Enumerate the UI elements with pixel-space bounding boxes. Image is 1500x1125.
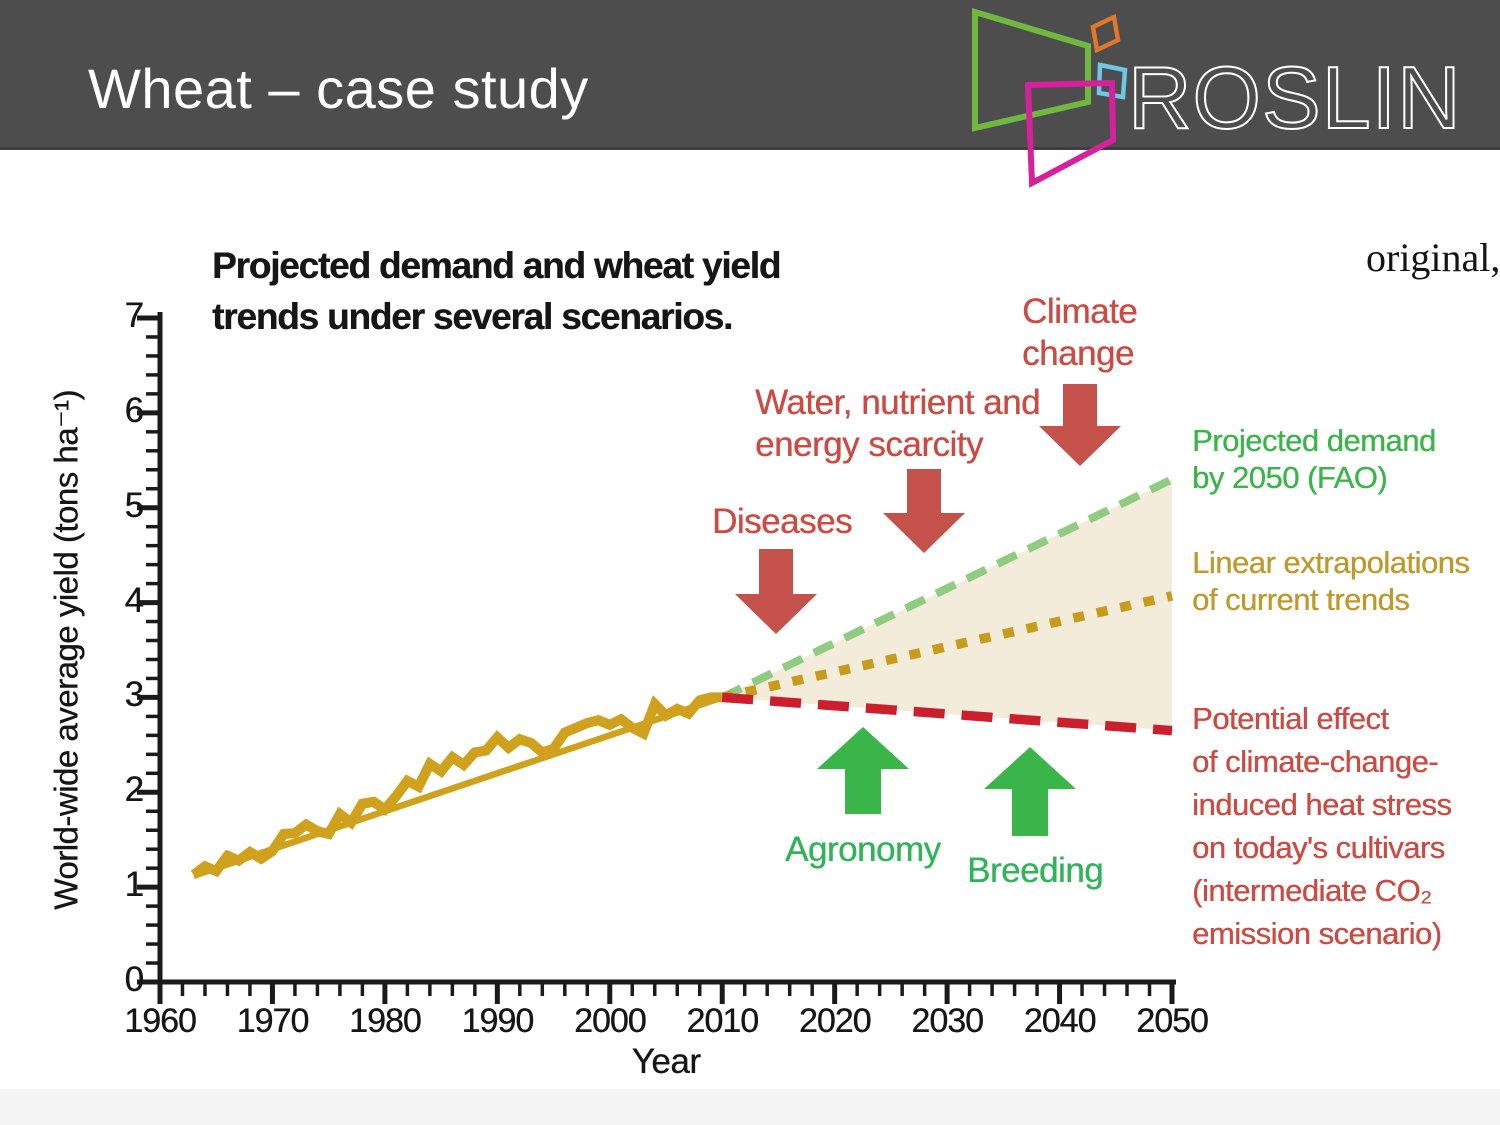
text-line: of current trends: [1192, 582, 1410, 617]
text-line: Agronomy: [785, 830, 941, 869]
roslin-logo: ROSLIN: [972, 7, 1462, 188]
text-line: Diseases: [712, 502, 852, 541]
text-line: Climate: [1022, 292, 1138, 331]
chart-title-line2: trends under several scenarios.: [212, 296, 733, 337]
series-projected-demand: [720, 475, 1174, 701]
y-tick-label: 6: [124, 390, 144, 430]
text-line: induced heat stress: [1192, 787, 1452, 822]
annotation-water-energy: Water, nutrient and energy scarcity: [755, 382, 1040, 466]
x-tick-label: 1970: [236, 1002, 310, 1040]
series-heat-stress: [721, 692, 1173, 736]
text-line: Projected demand: [1192, 423, 1436, 458]
annotation-diseases: Diseases: [712, 501, 852, 543]
x-axis-title: Year: [631, 1042, 701, 1081]
x-tick-label: 1990: [461, 1002, 535, 1040]
text-line: Linear extrapolations: [1192, 545, 1470, 580]
legend-linear-extrapolation: Linear extrapolations of current trends: [1192, 544, 1470, 618]
x-tick-label: 2020: [798, 1002, 872, 1040]
source-watermark: original,: [1366, 235, 1500, 280]
text-line: (intermediate CO₂: [1192, 873, 1432, 908]
text-line: energy scarcity: [755, 425, 983, 464]
text-line: emission scenario): [1192, 916, 1442, 951]
x-tick-label: 1980: [349, 1002, 422, 1040]
diseases-down-arrow: [735, 549, 817, 634]
text-line: Water, nutrient and: [755, 383, 1040, 422]
y-tick-label: 3: [124, 675, 144, 715]
logo-frame-green-icon: [972, 7, 1091, 132]
x-tick-label: 2040: [1023, 1002, 1097, 1040]
annotation-breeding: Breeding: [967, 850, 1104, 892]
text-line: Potential effect: [1192, 701, 1389, 736]
x-tick-label: 2050: [1136, 1002, 1209, 1040]
legend-heat-stress: Potential effect of climate-change-induce…: [1192, 697, 1452, 955]
header-bar: Wheat – case study: [0, 0, 1500, 150]
text-line: Breeding: [967, 851, 1104, 890]
chart-title-line1: Projected demand and wheat yield: [212, 245, 781, 286]
y-tick-label: 0: [124, 960, 144, 999]
y-tick-label: 4: [124, 580, 144, 620]
y-tick-label: 5: [124, 485, 144, 525]
projection-shaded-region: [722, 479, 1172, 731]
annotation-agronomy: Agronomy: [785, 829, 941, 871]
climate-down-arrow: [1039, 384, 1121, 466]
text-line: of climate-change-: [1192, 744, 1439, 779]
breeding-up-arrow: [984, 747, 1076, 836]
chart-title: Projected demand and wheat yield trends …: [212, 240, 781, 342]
y-axis-title: World-wide average yield (tons ha⁻¹): [47, 390, 85, 910]
legend-projected-demand: Projected demand by 2050 (FAO): [1192, 422, 1436, 496]
text-line: change: [1022, 334, 1134, 373]
text-line: on today's cultivars: [1192, 830, 1445, 865]
series-linear-extrapolation: [721, 591, 1174, 703]
water-down-arrow: [883, 469, 965, 553]
x-tick-label: 1960: [124, 1002, 197, 1040]
y-tick-label: 7: [124, 296, 144, 335]
logo-frame-orange-icon: [1090, 13, 1121, 54]
x-tick-label: 2030: [911, 1002, 984, 1040]
y-tick-label: 1: [124, 865, 144, 905]
y-tick-label: 2: [124, 770, 144, 810]
footer-band: [0, 1089, 1500, 1125]
text-line: by 2050 (FAO): [1192, 460, 1388, 495]
logo-wordmark: ROSLIN: [1128, 48, 1462, 147]
slide-title: Wheat – case study: [88, 57, 589, 120]
annotation-climate-change: Climate change: [1022, 291, 1138, 375]
logo-frame-pink-icon: [1024, 79, 1117, 188]
agronomy-up-arrow: [817, 727, 909, 814]
x-tick-label: 2000: [573, 1002, 647, 1040]
x-tick-label: 2010: [686, 1002, 759, 1040]
series-historical-trend: [192, 694, 724, 879]
